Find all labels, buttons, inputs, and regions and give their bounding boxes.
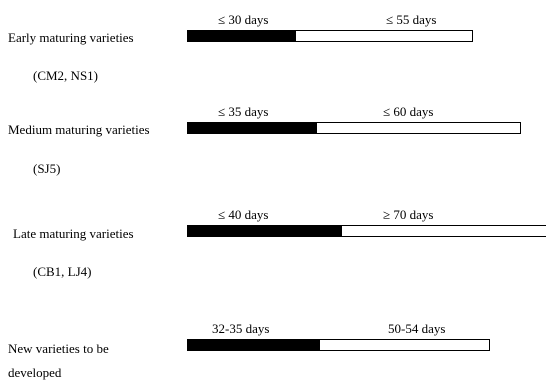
phase1-label-medium: ≤ 35 days — [218, 104, 269, 119]
group-label-medium: Medium maturing varieties — [8, 122, 150, 137]
group-label-late: Late maturing varieties — [13, 226, 134, 241]
group-sub-early: (CM2, NS1) — [33, 68, 99, 83]
phase2-label-late: ≥ 70 days — [383, 207, 434, 222]
phase1-label-late: ≤ 40 days — [218, 207, 269, 222]
timeline-fill-early — [188, 31, 296, 41]
phase2-label-early: ≤ 55 days — [386, 12, 437, 27]
timeline-fill-medium — [188, 123, 318, 133]
timeline-fill-late — [188, 226, 342, 236]
timeline-fill-new — [188, 340, 321, 350]
group-label-early: Early maturing varieties — [8, 30, 134, 45]
timeline-bar-late — [187, 225, 546, 237]
group-label-new: New varieties to be — [8, 341, 109, 356]
group-sub-new: developed — [8, 365, 62, 380]
group-sub-late: (CB1, LJ4) — [33, 264, 92, 279]
phase1-label-new: 32-35 days — [212, 321, 270, 336]
phase2-label-medium: ≤ 60 days — [383, 104, 434, 119]
group-sub-medium: (SJ5) — [33, 161, 61, 176]
phase2-label-new: 50-54 days — [388, 321, 446, 336]
timeline-bar-medium — [187, 122, 521, 134]
phase1-label-early: ≤ 30 days — [218, 12, 269, 27]
timeline-bar-early — [187, 30, 473, 42]
timeline-bar-new — [187, 339, 490, 351]
